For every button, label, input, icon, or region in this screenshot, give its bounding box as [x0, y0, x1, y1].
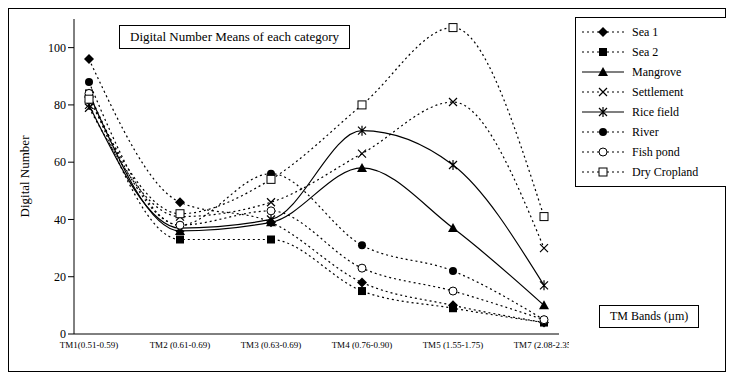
- html-text:Fish pond: Fish pond: [632, 144, 680, 159]
- html-text:River: River: [632, 124, 659, 139]
- svg-text:40: 40: [54, 213, 66, 227]
- svg-text:0: 0: [60, 327, 66, 341]
- svg-text:Digital Number: Digital Number: [17, 135, 32, 218]
- html-text:Sea 2: Sea 2: [632, 44, 659, 59]
- svg-text:TM3 (0.63-0.69): TM3 (0.63-0.69): [241, 340, 302, 350]
- html-text:Dry Cropland: Dry Cropland: [632, 164, 699, 179]
- svg-text:TM2 (0.61-0.69): TM2 (0.61-0.69): [150, 340, 211, 350]
- svg-text:20: 20: [54, 270, 66, 284]
- svg-text:TM1(0.51-0.59): TM1(0.51-0.59): [60, 340, 119, 350]
- svg-text:60: 60: [54, 155, 66, 169]
- svg-text:100: 100: [48, 41, 66, 55]
- html-text:Mangrove: Mangrove: [632, 64, 682, 79]
- svg-text:TM7 (2.08-2.35): TM7 (2.08-2.35): [514, 340, 569, 350]
- html-text:Sea 1: Sea 1: [632, 24, 659, 39]
- svg-text:80: 80: [54, 98, 66, 112]
- html-text:Settlement: Settlement: [632, 84, 684, 99]
- svg-text:TM4 (0.76-0.90): TM4 (0.76-0.90): [332, 340, 393, 350]
- html-text:Digital Number Means of each c: Digital Number Means of each category: [130, 29, 339, 44]
- html-text:TM Bands (µm): TM Bands (µm): [610, 309, 689, 323]
- svg-text:TM5 (1.55-1.75): TM5 (1.55-1.75): [423, 340, 484, 350]
- html-text:Rice field: Rice field: [632, 104, 679, 119]
